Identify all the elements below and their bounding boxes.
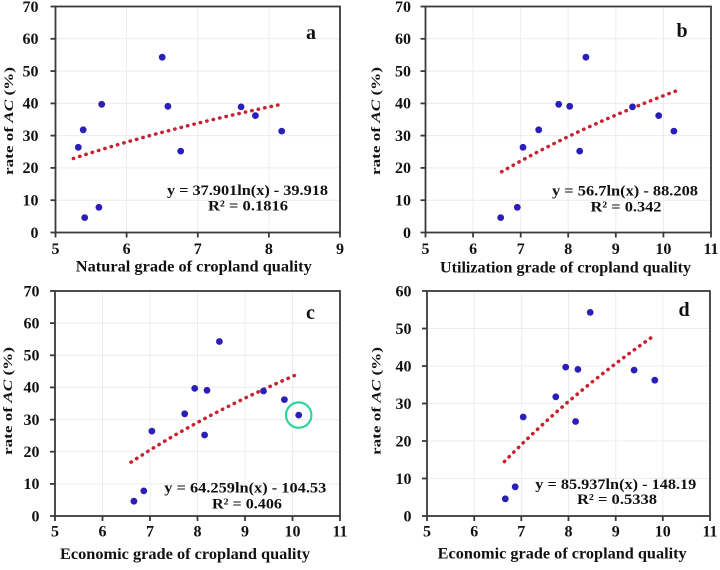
svg-text:0: 0	[403, 225, 411, 242]
svg-text:40: 40	[24, 380, 40, 397]
svg-text:11: 11	[702, 524, 717, 541]
svg-text:8: 8	[194, 524, 202, 541]
svg-text:20: 20	[395, 160, 411, 177]
svg-text:60: 60	[23, 31, 39, 48]
svg-text:6: 6	[470, 524, 478, 541]
svg-text:60: 60	[24, 315, 40, 332]
svg-text:R² = 0.5338: R² = 0.5338	[577, 492, 657, 508]
svg-text:8: 8	[564, 241, 572, 258]
svg-text:c: c	[306, 302, 315, 324]
svg-text:7: 7	[194, 241, 202, 258]
svg-text:rate of AC (%): rate of AC (%)	[2, 67, 16, 175]
svg-text:9: 9	[336, 241, 344, 258]
svg-text:30: 30	[395, 128, 411, 145]
svg-text:11: 11	[703, 241, 718, 258]
svg-text:60: 60	[396, 283, 412, 300]
svg-text:b: b	[676, 20, 687, 42]
svg-text:40: 40	[396, 358, 412, 375]
svg-text:20: 20	[396, 433, 412, 450]
svg-text:10: 10	[285, 524, 301, 541]
svg-text:6: 6	[123, 241, 131, 258]
svg-text:0: 0	[31, 225, 39, 242]
svg-text:R² = 0.406: R² = 0.406	[212, 496, 283, 512]
svg-text:5: 5	[423, 524, 431, 541]
svg-text:y = 64.259ln(x) - 104.53: y = 64.259ln(x) - 104.53	[164, 481, 326, 497]
svg-text:40: 40	[395, 96, 411, 113]
svg-text:R² = 0.1816: R² = 0.1816	[208, 199, 289, 215]
svg-text:Natural grade of cropland qual: Natural grade of cropland quality	[76, 259, 312, 276]
svg-text:9: 9	[241, 524, 249, 541]
svg-text:30: 30	[396, 396, 412, 413]
svg-text:Economic grade of cropland qua: Economic grade of cropland quality	[438, 545, 687, 562]
svg-text:8: 8	[565, 524, 573, 541]
svg-text:60: 60	[395, 31, 411, 48]
svg-text:20: 20	[24, 444, 40, 461]
svg-text:5: 5	[52, 241, 60, 258]
svg-text:7: 7	[517, 524, 525, 541]
svg-text:9: 9	[612, 524, 620, 541]
svg-text:5: 5	[51, 524, 59, 541]
svg-text:R² = 0.342: R² = 0.342	[591, 200, 662, 216]
svg-text:6: 6	[469, 241, 477, 258]
svg-text:5: 5	[422, 241, 430, 258]
svg-text:d: d	[678, 299, 689, 321]
svg-text:rate of AC (%): rate of AC (%)	[370, 347, 384, 455]
svg-text:y = 56.7ln(x) - 88.208: y = 56.7ln(x) - 88.208	[552, 184, 698, 200]
svg-text:30: 30	[24, 412, 40, 429]
svg-text:11: 11	[332, 524, 347, 541]
svg-text:70: 70	[23, 0, 39, 16]
svg-text:10: 10	[396, 471, 412, 488]
svg-text:10: 10	[395, 193, 411, 210]
svg-text:6: 6	[99, 524, 107, 541]
svg-text:7: 7	[517, 241, 525, 258]
svg-text:0: 0	[404, 508, 412, 525]
svg-text:a: a	[306, 22, 316, 44]
svg-text:Economic grade of cropland qua: Economic grade of cropland quality	[60, 546, 310, 563]
svg-text:y = 85.937ln(x) - 148.19: y = 85.937ln(x) - 148.19	[535, 477, 696, 493]
svg-text:rate of AC (%): rate of AC (%)	[369, 67, 383, 175]
svg-text:20: 20	[23, 160, 39, 177]
svg-text:50: 50	[395, 63, 411, 80]
svg-text:10: 10	[23, 193, 39, 210]
svg-text:70: 70	[24, 283, 40, 300]
svg-text:0: 0	[32, 508, 40, 525]
svg-text:50: 50	[24, 348, 40, 365]
svg-text:30: 30	[23, 128, 39, 145]
svg-text:40: 40	[23, 96, 39, 113]
svg-text:10: 10	[24, 476, 40, 493]
svg-text:rate of AC (%): rate of AC (%)	[1, 347, 15, 455]
svg-text:50: 50	[23, 63, 39, 80]
svg-text:7: 7	[146, 524, 154, 541]
svg-text:10: 10	[655, 524, 671, 541]
svg-text:10: 10	[655, 241, 671, 258]
svg-text:70: 70	[395, 0, 411, 16]
svg-text:y = 37.901ln(x) - 39.918: y = 37.901ln(x) - 39.918	[167, 183, 328, 199]
svg-text:50: 50	[396, 321, 412, 338]
svg-text:8: 8	[265, 241, 273, 258]
svg-text:9: 9	[612, 241, 620, 258]
svg-text:Utilization grade of cropland: Utilization grade of cropland quality	[440, 260, 691, 277]
